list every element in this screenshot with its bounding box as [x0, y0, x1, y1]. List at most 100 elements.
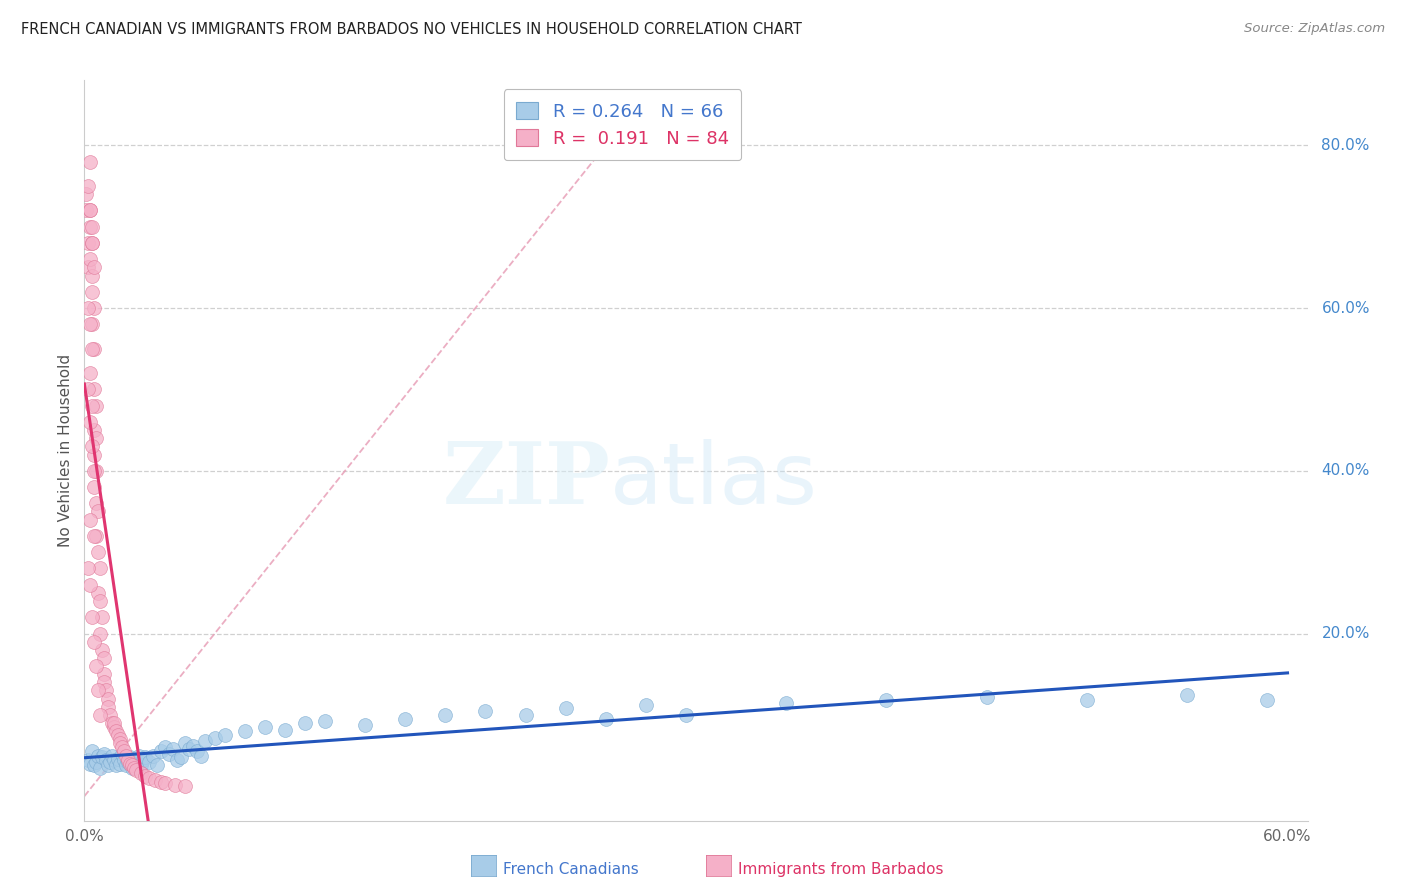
Point [105, 758, 128, 772]
Point [82, 744, 104, 758]
Point [157, 747, 180, 761]
Point [77, 753, 100, 767]
Point [97, 699, 120, 714]
Point [87, 683, 110, 698]
Point [214, 728, 236, 742]
Point [77, 235, 100, 250]
Point [675, 707, 697, 722]
Point [89, 707, 111, 722]
Point [294, 716, 316, 731]
Point [173, 780, 195, 794]
Y-axis label: No Vehicles in Household: No Vehicles in Household [58, 354, 73, 547]
Point [115, 748, 138, 763]
Point [125, 756, 148, 771]
Point [83, 423, 105, 437]
Point [107, 728, 129, 742]
Point [93, 675, 115, 690]
Point [177, 742, 200, 756]
Point [86, 464, 108, 478]
Point [82, 235, 104, 250]
Point [97, 691, 120, 706]
Point [82, 439, 104, 453]
Point [79, 203, 101, 218]
Point [86, 431, 108, 445]
Text: ZIP: ZIP [443, 438, 610, 522]
Point [117, 753, 139, 767]
Point [186, 744, 208, 758]
Point [91, 750, 114, 764]
Text: 80.0%: 80.0% [1322, 138, 1369, 153]
Text: French Canadians: French Canadians [503, 863, 640, 877]
Point [204, 731, 226, 745]
Point [110, 736, 132, 750]
Point [79, 219, 101, 234]
Point [634, 698, 657, 712]
Point [111, 747, 134, 761]
Point [79, 203, 101, 218]
Point [87, 586, 110, 600]
Point [87, 545, 110, 559]
Point [153, 740, 176, 755]
Point [77, 383, 100, 397]
Point [91, 642, 114, 657]
Point [89, 561, 111, 575]
Point [190, 748, 212, 763]
Text: 20.0%: 20.0% [1322, 626, 1369, 641]
Point [105, 724, 128, 739]
Point [775, 696, 797, 710]
Legend: R = 0.264   N = 66, R =  0.191   N = 84: R = 0.264 N = 66, R = 0.191 N = 84 [503, 89, 741, 161]
Point [1076, 693, 1098, 707]
Point [83, 342, 105, 356]
Text: 60.0%: 60.0% [1322, 301, 1369, 316]
Point [1175, 688, 1198, 702]
Point [121, 758, 143, 772]
Text: FRENCH CANADIAN VS IMMIGRANTS FROM BARBADOS NO VEHICLES IN HOUSEHOLD CORRELATION: FRENCH CANADIAN VS IMMIGRANTS FROM BARBA… [21, 22, 801, 37]
Point [89, 626, 111, 640]
Point [138, 772, 160, 786]
Point [129, 766, 152, 780]
Point [87, 504, 110, 518]
Point [101, 748, 124, 763]
Point [103, 720, 125, 734]
Point [75, 203, 97, 218]
Point [169, 750, 191, 764]
Point [79, 756, 101, 771]
Point [149, 744, 172, 758]
Point [86, 496, 108, 510]
Point [83, 383, 105, 397]
Point [145, 758, 167, 772]
Point [233, 724, 256, 739]
Point [124, 761, 146, 775]
Point [82, 285, 104, 299]
Point [554, 701, 576, 715]
Point [77, 260, 100, 275]
Point [253, 720, 276, 734]
Point [86, 659, 108, 673]
Point [77, 301, 100, 315]
Point [82, 399, 104, 413]
Point [107, 752, 129, 766]
Point [83, 758, 105, 772]
Point [274, 723, 297, 737]
Point [79, 577, 101, 591]
Point [1256, 693, 1278, 707]
Point [100, 707, 122, 722]
Point [103, 754, 125, 768]
Point [354, 717, 377, 731]
Point [77, 179, 100, 194]
Point [474, 704, 496, 718]
Point [93, 667, 115, 681]
Point [194, 734, 217, 748]
Text: Immigrants from Barbados: Immigrants from Barbados [738, 863, 943, 877]
Text: 40.0%: 40.0% [1322, 463, 1369, 478]
Point [114, 744, 136, 758]
Point [79, 513, 101, 527]
Point [128, 748, 150, 763]
Point [162, 742, 184, 756]
Point [77, 561, 100, 575]
Point [121, 761, 143, 775]
Point [82, 235, 104, 250]
Point [314, 714, 336, 729]
Point [129, 758, 152, 772]
Point [96, 683, 118, 698]
